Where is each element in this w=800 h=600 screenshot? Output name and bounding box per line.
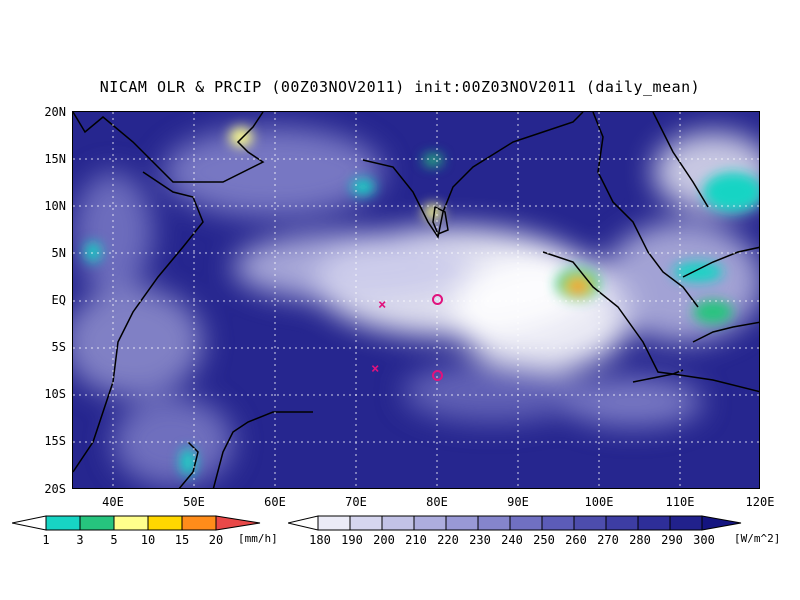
precip-tick-label: 5 [110, 533, 118, 547]
olr-tick-label: 290 [661, 533, 683, 547]
olr-tick-label: 200 [373, 533, 395, 547]
precip-tick-label: 3 [76, 533, 84, 547]
olr-tick-label: 240 [501, 533, 523, 547]
lon-label: 90E [507, 495, 529, 509]
lon-label: 100E [584, 495, 614, 509]
precip-unit: [mm/h] [238, 532, 278, 545]
olr-tick-label: 220 [437, 533, 459, 547]
lat-label: 15N [44, 152, 66, 166]
olr-tick-label: 190 [341, 533, 363, 547]
lat-label: 5S [51, 340, 66, 354]
lat-label: 15S [44, 434, 66, 448]
olr-tick-label: 280 [629, 533, 651, 547]
lon-label: 40E [102, 495, 124, 509]
olr-tick-label: 180 [309, 533, 331, 547]
lon-label: 50E [183, 495, 205, 509]
lat-label: 20N [44, 105, 66, 119]
coastlines [73, 112, 759, 488]
map-canvas [73, 112, 759, 488]
olr-tick-label: 300 [693, 533, 715, 547]
olr-colorbar [288, 515, 742, 531]
marker-x-1: × [378, 297, 387, 313]
lat-label: 20S [44, 482, 66, 496]
marker-circle-2 [432, 370, 443, 381]
lon-label: 70E [345, 495, 367, 509]
lat-label: EQ [51, 293, 66, 307]
marker-x-2: × [371, 361, 380, 377]
precip-tick-label: 1 [42, 533, 50, 547]
lat-label: 10N [44, 199, 66, 213]
olr-tick-label: 230 [469, 533, 491, 547]
map-title: NICAM OLR & PRCIP (00Z03NOV2011) init:00… [99, 78, 701, 96]
olr-unit: [W/m^2] [734, 532, 781, 545]
lat-label: 5N [51, 246, 66, 260]
precip-tick-label: 10 [140, 533, 156, 547]
precip-tick-label: 20 [208, 533, 224, 547]
lon-label: 80E [426, 495, 448, 509]
lat-label: 10S [44, 387, 66, 401]
gridlines [73, 112, 759, 488]
olr-tick-label: 260 [565, 533, 587, 547]
marker-circle-1 [432, 294, 443, 305]
olr-tick-label: 270 [597, 533, 619, 547]
precip-colorbar [12, 515, 261, 531]
lon-label: 60E [264, 495, 286, 509]
olr-tick-label: 250 [533, 533, 555, 547]
olr-tick-label: 210 [405, 533, 427, 547]
precip-tick-label: 15 [174, 533, 190, 547]
lon-label: 110E [665, 495, 695, 509]
lon-label: 120E [745, 495, 775, 509]
map-panel [72, 111, 760, 489]
